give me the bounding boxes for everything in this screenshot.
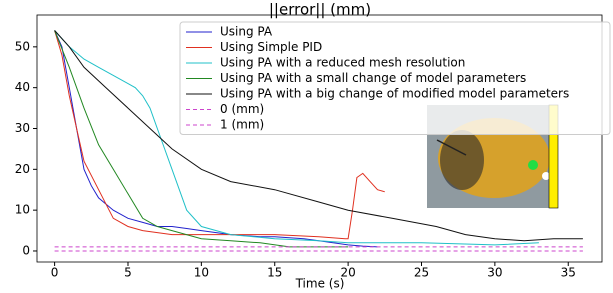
photo-shadow <box>440 130 484 190</box>
x-tick-label: 25 <box>414 266 429 280</box>
legend-label: Using Simple PID <box>220 40 322 54</box>
chart: ||error|| (mm) Time (s) 0 5 10 15 20 25 30 35 0 1… <box>0 0 613 293</box>
x-tick-label: 30 <box>487 266 502 280</box>
y-tick-label: 0 <box>22 243 30 257</box>
legend-label: Using PA with a reduced mesh resolution <box>220 56 465 70</box>
x-axis-label: Time (s) <box>295 277 345 291</box>
legend-label: Using PA with a big change of modified m… <box>220 87 569 101</box>
legend-label: 0 (mm) <box>220 102 264 116</box>
y-tick-label: 10 <box>15 203 30 217</box>
legend-label: 1 (mm) <box>220 118 264 132</box>
x-tick-label: 0 <box>51 266 59 280</box>
y-tick-label: 40 <box>15 80 30 94</box>
x-tick-label: 5 <box>124 266 132 280</box>
x-tick-label: 15 <box>267 266 282 280</box>
x-tick-label: 35 <box>561 266 576 280</box>
x-tick-label: 20 <box>340 266 355 280</box>
legend-label: Using PA with a small change of model pa… <box>220 71 526 85</box>
photo-green-dot <box>528 160 538 170</box>
chart-title: ||error|| (mm) <box>269 1 371 19</box>
legend-label: Using PA <box>220 25 273 39</box>
x-tick-label: 10 <box>194 266 209 280</box>
y-tick-label: 20 <box>15 162 30 176</box>
y-tick-label: 30 <box>15 121 30 135</box>
y-tick-label: 50 <box>15 39 30 53</box>
